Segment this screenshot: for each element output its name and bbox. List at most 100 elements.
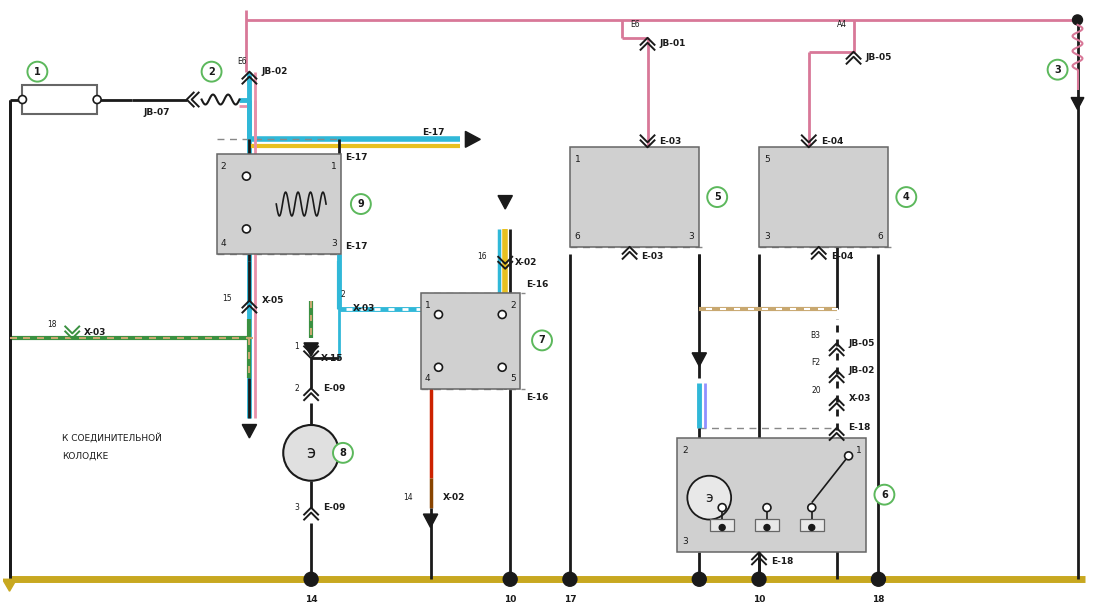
Text: 1: 1	[34, 67, 41, 77]
Text: E-03: E-03	[659, 137, 682, 146]
Circle shape	[563, 572, 577, 586]
Text: X-03: X-03	[849, 394, 871, 402]
Circle shape	[809, 525, 815, 530]
Circle shape	[718, 504, 726, 511]
Circle shape	[808, 504, 816, 511]
Text: 1: 1	[575, 155, 580, 164]
Text: E-09: E-09	[323, 503, 345, 512]
Bar	[678, 438, 866, 553]
Text: 4: 4	[903, 192, 910, 202]
Text: X-02: X-02	[515, 258, 538, 267]
Text: 3: 3	[295, 503, 299, 512]
Polygon shape	[692, 353, 706, 366]
Text: JB-01: JB-01	[659, 39, 685, 48]
Text: 16: 16	[477, 252, 487, 261]
Text: 6: 6	[878, 232, 884, 241]
Polygon shape	[242, 424, 256, 438]
Circle shape	[27, 62, 47, 82]
Circle shape	[350, 194, 371, 214]
Text: э: э	[705, 491, 713, 505]
Circle shape	[1072, 15, 1083, 25]
Circle shape	[763, 504, 771, 511]
Text: E-17: E-17	[345, 242, 368, 251]
Circle shape	[498, 363, 506, 371]
Circle shape	[532, 330, 552, 350]
Text: E6: E6	[238, 57, 247, 66]
Circle shape	[498, 310, 506, 319]
Circle shape	[707, 187, 727, 207]
Text: 2: 2	[220, 162, 227, 171]
Text: A4: A4	[837, 20, 846, 29]
Polygon shape	[1071, 98, 1084, 110]
Text: E-18: E-18	[771, 558, 793, 567]
Bar	[759, 147, 888, 247]
Text: E-17: E-17	[422, 128, 445, 137]
Bar	[217, 155, 341, 254]
Text: JB-02: JB-02	[849, 366, 875, 375]
Polygon shape	[304, 343, 319, 356]
Circle shape	[333, 443, 353, 463]
Circle shape	[875, 485, 895, 505]
Text: 1: 1	[332, 162, 337, 171]
Circle shape	[435, 310, 442, 319]
Text: E-09: E-09	[323, 384, 345, 393]
Text: э: э	[307, 444, 315, 462]
Text: X-05: X-05	[262, 296, 284, 305]
Text: 10: 10	[753, 595, 765, 604]
Circle shape	[752, 572, 766, 586]
Text: 9: 9	[357, 199, 365, 209]
Text: E6: E6	[630, 20, 639, 29]
Bar	[420, 293, 520, 389]
Text: 2: 2	[682, 446, 688, 455]
Text: 6: 6	[881, 490, 888, 500]
Text: 15: 15	[222, 294, 231, 303]
Text: 20: 20	[811, 385, 821, 395]
Text: JB-05: JB-05	[849, 339, 875, 348]
Text: E-17: E-17	[345, 153, 368, 162]
Circle shape	[719, 525, 725, 530]
Circle shape	[688, 476, 731, 519]
Polygon shape	[2, 579, 16, 591]
Bar	[756, 519, 779, 530]
Text: E-04: E-04	[821, 137, 843, 146]
Text: X-03: X-03	[84, 328, 106, 337]
Text: 14: 14	[403, 493, 413, 502]
Circle shape	[242, 172, 251, 180]
Text: 8: 8	[339, 448, 346, 458]
Bar	[23, 85, 97, 115]
Text: E-04: E-04	[831, 252, 853, 261]
Text: E-18: E-18	[849, 424, 871, 433]
Text: К СОЕДИНИТЕЛЬНОЙ: К СОЕДИНИТЕЛЬНОЙ	[62, 433, 162, 443]
Text: 17: 17	[564, 595, 576, 604]
Circle shape	[872, 572, 886, 586]
Text: 6: 6	[575, 232, 580, 241]
Text: 2: 2	[510, 301, 516, 310]
Bar	[569, 147, 700, 247]
Text: 2: 2	[208, 67, 215, 77]
Text: 10: 10	[504, 595, 517, 604]
Text: 4: 4	[220, 239, 227, 248]
Text: 1: 1	[856, 446, 862, 455]
Text: X-15: X-15	[321, 354, 344, 363]
Circle shape	[435, 363, 442, 371]
Circle shape	[504, 572, 517, 586]
Text: 1: 1	[295, 342, 299, 351]
Circle shape	[897, 187, 917, 207]
Text: 3: 3	[1054, 65, 1061, 75]
Text: 14: 14	[304, 595, 318, 604]
Polygon shape	[498, 196, 512, 209]
Bar	[711, 519, 734, 530]
Circle shape	[93, 96, 101, 104]
Bar	[799, 519, 823, 530]
Text: 5: 5	[764, 155, 770, 164]
Text: 5: 5	[714, 192, 721, 202]
Text: JB-05: JB-05	[865, 53, 892, 62]
Polygon shape	[465, 132, 481, 147]
Circle shape	[764, 525, 770, 530]
Text: 4: 4	[425, 374, 430, 383]
Circle shape	[304, 572, 318, 586]
Text: 3: 3	[332, 239, 337, 248]
Circle shape	[242, 225, 251, 233]
Text: 18: 18	[873, 595, 885, 604]
Text: X-02: X-02	[442, 493, 465, 502]
